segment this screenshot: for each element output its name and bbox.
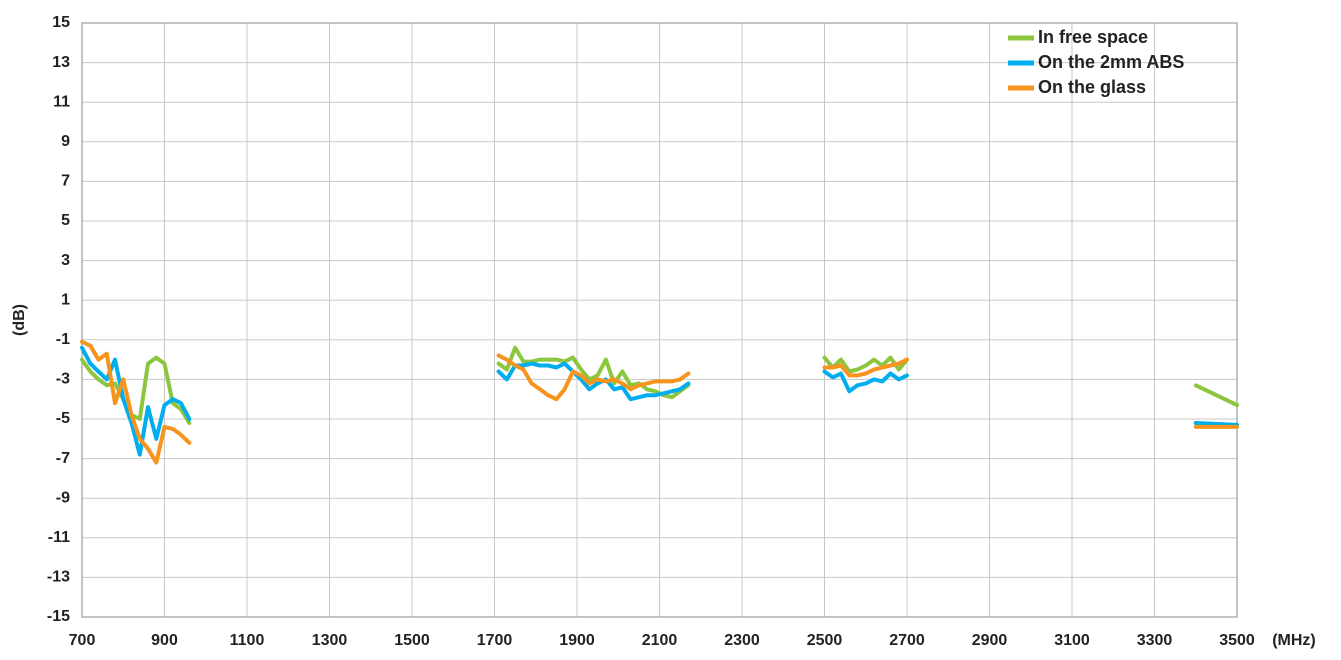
data-line xyxy=(80,345,1239,425)
x-tick-label: 2700 xyxy=(889,632,925,649)
data-line xyxy=(80,345,1239,457)
x-tick-label: 1500 xyxy=(394,632,430,649)
legend-label: In free space xyxy=(1038,27,1148,47)
x-tick-label: 1900 xyxy=(559,632,595,649)
x-tick-label: 1700 xyxy=(477,632,513,649)
x-tick-label: 2500 xyxy=(807,632,843,649)
x-tick-label: 2100 xyxy=(642,632,678,649)
x-tick-label: 2300 xyxy=(724,632,760,649)
y-axis-label: (dB) xyxy=(11,304,28,336)
y-tick-label: 15 xyxy=(52,14,70,31)
x-tick-label: 3500 xyxy=(1219,632,1255,649)
legend-label: On the glass xyxy=(1038,77,1146,97)
x-axis-label: (MHz) xyxy=(1272,632,1316,649)
plot-frame xyxy=(81,22,1238,618)
y-tick-label: -15 xyxy=(47,608,70,625)
y-tick-label: -13 xyxy=(47,569,70,586)
y-tick-label: -9 xyxy=(56,489,70,506)
y-tick-label: -1 xyxy=(56,331,70,348)
y-tick-label: -3 xyxy=(56,371,70,388)
x-tick-label: 1100 xyxy=(230,632,265,649)
x-tick-label: 2900 xyxy=(972,632,1008,649)
x-tick-label: 1300 xyxy=(312,632,348,649)
y-tick-label: 13 xyxy=(52,54,70,71)
y-tick-label: -5 xyxy=(56,410,70,427)
y-tick-label: 3 xyxy=(61,252,70,269)
y-tick-label: 7 xyxy=(61,173,70,190)
x-tick-label: 3300 xyxy=(1137,632,1173,649)
y-tick-label: -7 xyxy=(56,450,70,467)
x-tick-label: 3100 xyxy=(1054,632,1090,649)
data-line xyxy=(80,339,1239,465)
y-tick-label: -11 xyxy=(48,529,70,546)
y-tick-label: 11 xyxy=(53,93,70,110)
y-tick-label: 1 xyxy=(61,291,70,308)
y-tick-label: 5 xyxy=(61,212,70,229)
y-tick-label: 9 xyxy=(61,133,70,150)
x-tick-label: 700 xyxy=(69,632,96,649)
x-tick-label: 900 xyxy=(151,632,178,649)
legend-label: On the 2mm ABS xyxy=(1038,52,1184,72)
